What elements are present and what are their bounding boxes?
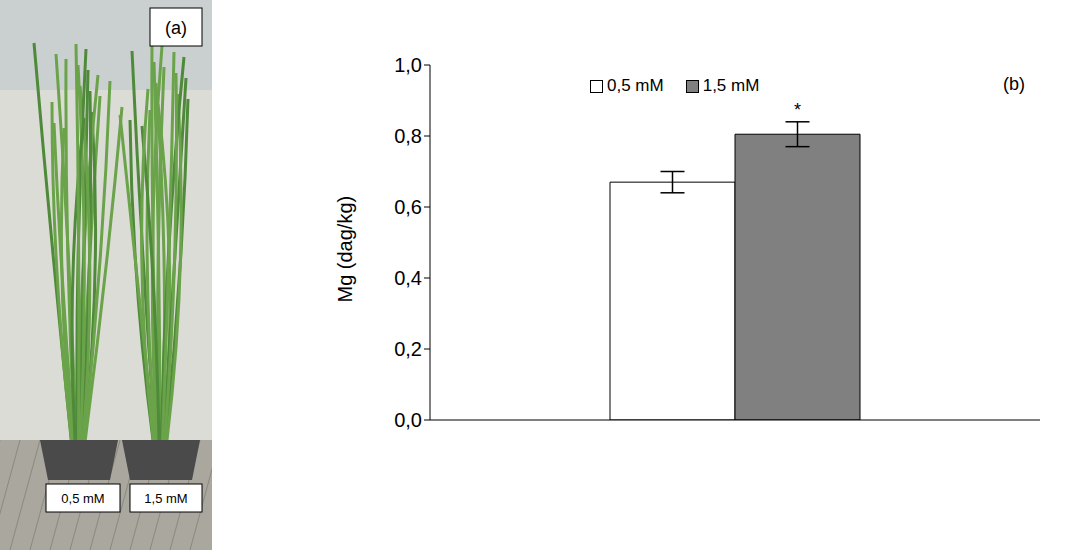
svg-text:1,5 mM: 1,5 mM — [144, 491, 187, 506]
svg-text:0,5 mM: 0,5 mM — [61, 491, 104, 506]
svg-text:1,0: 1,0 — [394, 54, 422, 76]
svg-text:Mg (dag/kg): Mg (dag/kg) — [334, 196, 356, 303]
svg-text:(a): (a) — [165, 18, 187, 38]
svg-text:0,2: 0,2 — [394, 338, 422, 360]
svg-text:0,4: 0,4 — [394, 267, 422, 289]
svg-text:0,8: 0,8 — [394, 125, 422, 147]
html-text:0,5 mM: 0,5 mM — [607, 76, 664, 95]
svg-text:*: * — [794, 100, 801, 120]
html-text:(b): (b) — [1003, 74, 1025, 94]
svg-text:0,0: 0,0 — [394, 409, 422, 431]
svg-text:0,6: 0,6 — [394, 196, 422, 218]
html-text:1,5 mM: 1,5 mM — [702, 76, 760, 95]
